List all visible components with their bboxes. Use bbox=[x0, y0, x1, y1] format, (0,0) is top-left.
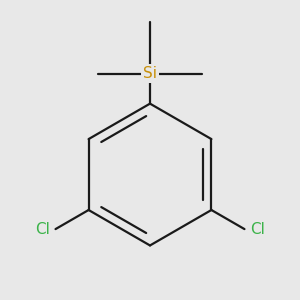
Text: Cl: Cl bbox=[250, 222, 265, 237]
Text: Si: Si bbox=[143, 66, 157, 81]
Text: Cl: Cl bbox=[35, 222, 50, 237]
